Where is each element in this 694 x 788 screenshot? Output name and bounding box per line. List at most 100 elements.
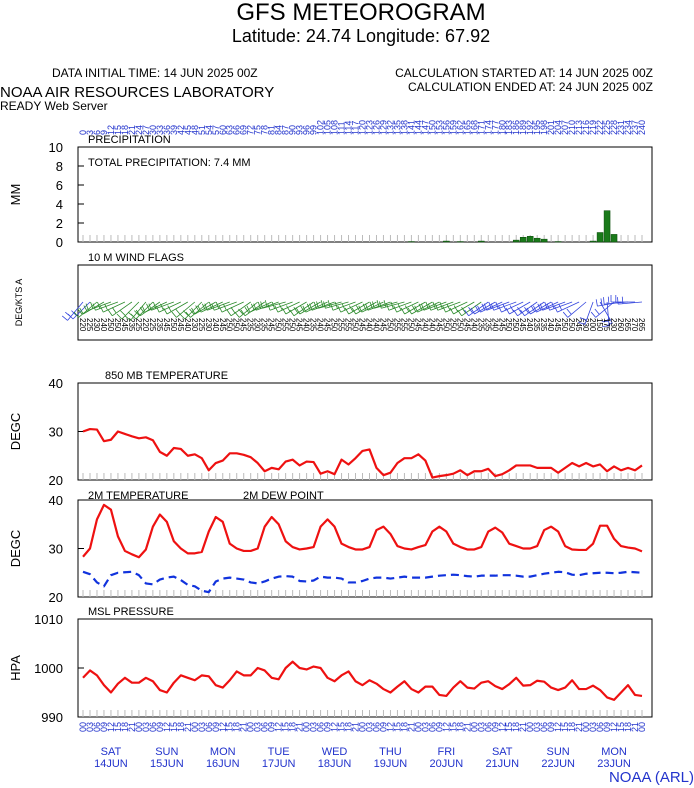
hour-label: 09 <box>546 722 556 732</box>
wind-direction-label: 245 <box>518 318 527 332</box>
y-tick-label: 30 <box>49 425 63 440</box>
wind-barb <box>107 301 133 317</box>
hour-label: 06 <box>260 722 270 732</box>
hour-label: 03 <box>532 722 542 732</box>
wind-barb <box>260 300 286 309</box>
hour-label: 06 <box>316 722 326 732</box>
date-label: 21JUN <box>485 758 519 770</box>
forecast-hour-label: 114 <box>344 121 354 135</box>
server: READY Web Server <box>0 99 108 113</box>
day-label: THU <box>379 746 402 758</box>
wind-direction-label: 250 <box>274 318 283 332</box>
wind-barb <box>435 301 461 311</box>
hour-label: 06 <box>427 722 437 732</box>
wind-direction-label: 250 <box>567 318 576 332</box>
wind-barb <box>442 301 468 313</box>
forecast-hour-label: 225 <box>602 120 612 135</box>
wind-direction-label: 250 <box>455 318 464 332</box>
wind-direction-label: 230 <box>92 318 101 332</box>
wind-direction-label: 245 <box>497 318 506 332</box>
hour-label: 18 <box>511 722 521 732</box>
day-label: SUN <box>547 746 570 758</box>
forecast-hour-label: 84 <box>274 125 284 135</box>
wind-barb <box>578 301 594 325</box>
panel-frame <box>77 382 653 481</box>
forecast-hour-label: 15 <box>113 125 123 135</box>
wind-direction-label: 235 <box>476 318 485 332</box>
wind-direction-label: 225 <box>134 318 143 332</box>
forecast-hour-label: 156 <box>441 120 451 135</box>
wind-direction-label: 250 <box>330 318 339 332</box>
y-tick-label: 2 <box>56 216 63 231</box>
forecast-hour-label: 204 <box>553 120 563 135</box>
day-label: TUE <box>268 746 290 758</box>
wind-barb <box>498 301 524 313</box>
wind-barb <box>330 301 356 311</box>
wind-direction-label: 250 <box>385 318 394 332</box>
forecast-hour-label: 108 <box>330 120 340 135</box>
y-axis-label: HPA <box>8 655 23 681</box>
forecast-hour-label: 87 <box>281 125 291 135</box>
hour-label: 15 <box>113 722 123 732</box>
wind-barb <box>135 301 161 317</box>
forecast-hour-label: 135 <box>392 120 402 135</box>
wind-direction-label: 240 <box>469 318 478 332</box>
wind-direction-label: 225 <box>85 318 94 332</box>
wind-barb <box>601 301 610 327</box>
wind-direction-label: 245 <box>218 318 227 332</box>
wind-direction-label: 220 <box>78 318 87 332</box>
hour-label: 15 <box>169 722 179 732</box>
wind-direction-label: 225 <box>197 318 206 332</box>
hour-label: 06 <box>371 722 381 732</box>
day-label: MON <box>601 746 627 758</box>
forecast-hour-label: 75 <box>253 125 263 135</box>
wind-barb <box>155 301 181 313</box>
y-tick-label: 10 <box>49 140 63 155</box>
wind-direction-label: 245 <box>239 318 248 332</box>
wind-barb <box>73 301 98 318</box>
forecast-hour-label: 72 <box>246 125 256 135</box>
init-time: DATA INITIAL TIME: 14 JUN 2025 00Z <box>52 66 258 80</box>
forecast-hour-label: 165 <box>462 120 472 135</box>
lab-name: NOAA AIR RESOURCES LABORATORY <box>0 84 274 101</box>
precip-bar <box>596 232 604 243</box>
wind-direction-label: 250 <box>225 318 234 332</box>
forecast-hour-label: 54 <box>204 125 214 135</box>
day-label: FRI <box>437 746 455 758</box>
forecast-hour-label: 213 <box>574 120 584 135</box>
forecast-hour-label: 207 <box>560 120 570 135</box>
hour-label: 21 <box>462 722 472 732</box>
wind-direction-label: 240 <box>99 318 108 332</box>
forecast-hour-label: 105 <box>323 120 333 135</box>
hour-label: 21 <box>295 722 305 732</box>
hour-label: 21 <box>574 722 584 732</box>
hour-label: 12 <box>162 722 172 732</box>
forecast-hour-label: 153 <box>434 120 444 135</box>
wind-direction-label: 245 <box>553 318 562 332</box>
forecast-hour-label: 66 <box>232 125 242 135</box>
wind-direction-label: 230 <box>253 318 262 332</box>
precip-bar <box>478 240 485 243</box>
wind-direction-label: 235 <box>539 318 548 332</box>
hour-label: 21 <box>127 722 137 732</box>
wind-barb <box>490 301 517 311</box>
hour-label: 09 <box>155 722 165 732</box>
calc-started: CALCULATION STARTED AT: 14 JUN 2025 00Z <box>395 66 653 80</box>
wind-direction-label: 255 <box>399 318 408 332</box>
wind-barb <box>449 301 475 315</box>
forecast-hour-label: 27 <box>141 125 151 135</box>
forecast-hour-label: 123 <box>364 120 374 135</box>
wind-direction-label: 235 <box>246 318 255 332</box>
series-line <box>82 427 643 479</box>
hour-label: 18 <box>120 722 130 732</box>
hour-label: 12 <box>553 722 563 732</box>
hour-label: 09 <box>490 722 500 732</box>
precip-bar <box>526 236 534 243</box>
forecast-hour-label: 180 <box>497 120 507 135</box>
wind-barb <box>393 301 419 313</box>
wind-direction-label: 240 <box>316 318 325 332</box>
legend-entry: 2M TEMPERATURE <box>88 490 188 502</box>
hour-label: 06 <box>92 722 102 732</box>
forecast-hour-label: 33 <box>155 125 165 135</box>
